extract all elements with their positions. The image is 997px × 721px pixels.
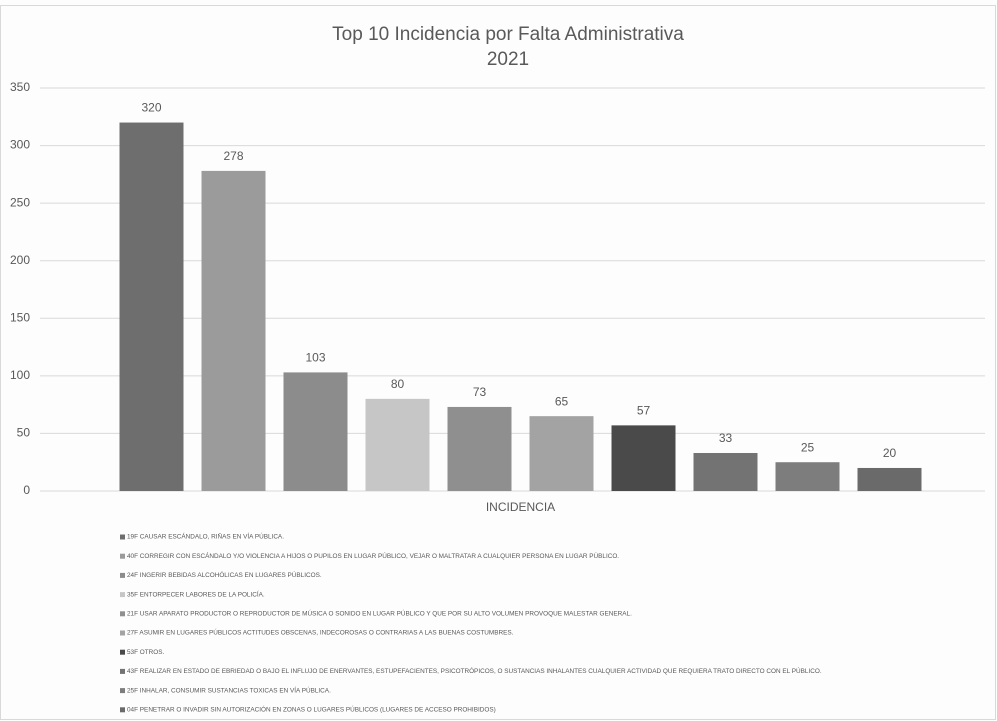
bar: [611, 425, 676, 491]
legend-marker: [120, 553, 125, 559]
data-label: 33: [719, 431, 733, 445]
legend-label: 24F INGERIR BEBIDAS ALCOHÓLICAS EN LUGAR…: [127, 570, 322, 579]
legend-label: 53F OTROS.: [127, 649, 165, 656]
legend-label: 04F PENETRAR O INVADIR SIN AUTORIZACIÓN …: [127, 704, 496, 713]
legend-label: 21F USAR APARATO PRODUCTOR O REPRODUCTOR…: [127, 608, 632, 617]
legend-marker: [120, 707, 125, 713]
bar: [775, 462, 840, 491]
y-tick-label: 50: [17, 426, 31, 440]
legend-marker: [120, 592, 125, 598]
legend-label: 40F CORREGIR CON ESCÁNDALO Y/O VIOLENCIA…: [127, 551, 619, 560]
x-tick-label: INCIDENCIA: [486, 500, 555, 514]
bar: [119, 122, 184, 492]
legend-marker: [120, 668, 125, 674]
data-label: 80: [391, 377, 405, 391]
legend-marker: [120, 630, 125, 636]
data-label: 103: [305, 351, 325, 365]
y-tick-label: 100: [10, 368, 30, 382]
bar: [201, 170, 266, 491]
data-label: 320: [141, 101, 161, 115]
legend-marker: [120, 611, 125, 617]
legend-label: 19F CAUSAR ESCÁNDALO, RIÑAS EN VÍA PÚBLI…: [127, 532, 284, 541]
y-tick-label: 250: [10, 195, 30, 209]
data-label: 73: [473, 385, 487, 399]
y-tick-label: 300: [10, 138, 30, 152]
legend-label: 27F ASUMIR EN LUGARES PÚBLICOS ACTITUDES…: [127, 628, 514, 637]
data-label: 20: [883, 446, 897, 460]
bar: [529, 416, 594, 491]
y-tick-label: 350: [10, 80, 30, 94]
chart-border: [0, 5, 996, 720]
bar: [693, 453, 758, 491]
legend-marker: [120, 534, 125, 540]
bar: [857, 467, 922, 491]
chart-title: Top 10 Incidencia por Falta Administrati…: [332, 24, 684, 45]
legend-marker: [120, 649, 125, 655]
data-label: 65: [555, 394, 569, 408]
chart-subtitle: 2021: [487, 49, 529, 70]
legend-marker: [120, 688, 125, 694]
data-label: 57: [637, 404, 651, 418]
y-tick-label: 200: [10, 253, 30, 267]
y-tick-label: 0: [23, 483, 30, 497]
legend-label: 25F INHALAR, CONSUMIR SUSTANCIAS TOXICAS…: [127, 685, 331, 694]
bar: [365, 398, 430, 491]
data-label: 278: [223, 149, 243, 163]
legend-label: 35F ENTORPECER LABORES DE LA POLICÍA.: [127, 589, 265, 598]
bar: [447, 406, 512, 491]
data-label: 25: [801, 440, 815, 454]
legend-marker: [120, 572, 125, 578]
bar: [283, 372, 348, 491]
legend-label: 43F REALIZAR EN ESTADO DE EBRIEDAD O BAJ…: [127, 666, 822, 675]
y-tick-label: 150: [10, 310, 30, 324]
